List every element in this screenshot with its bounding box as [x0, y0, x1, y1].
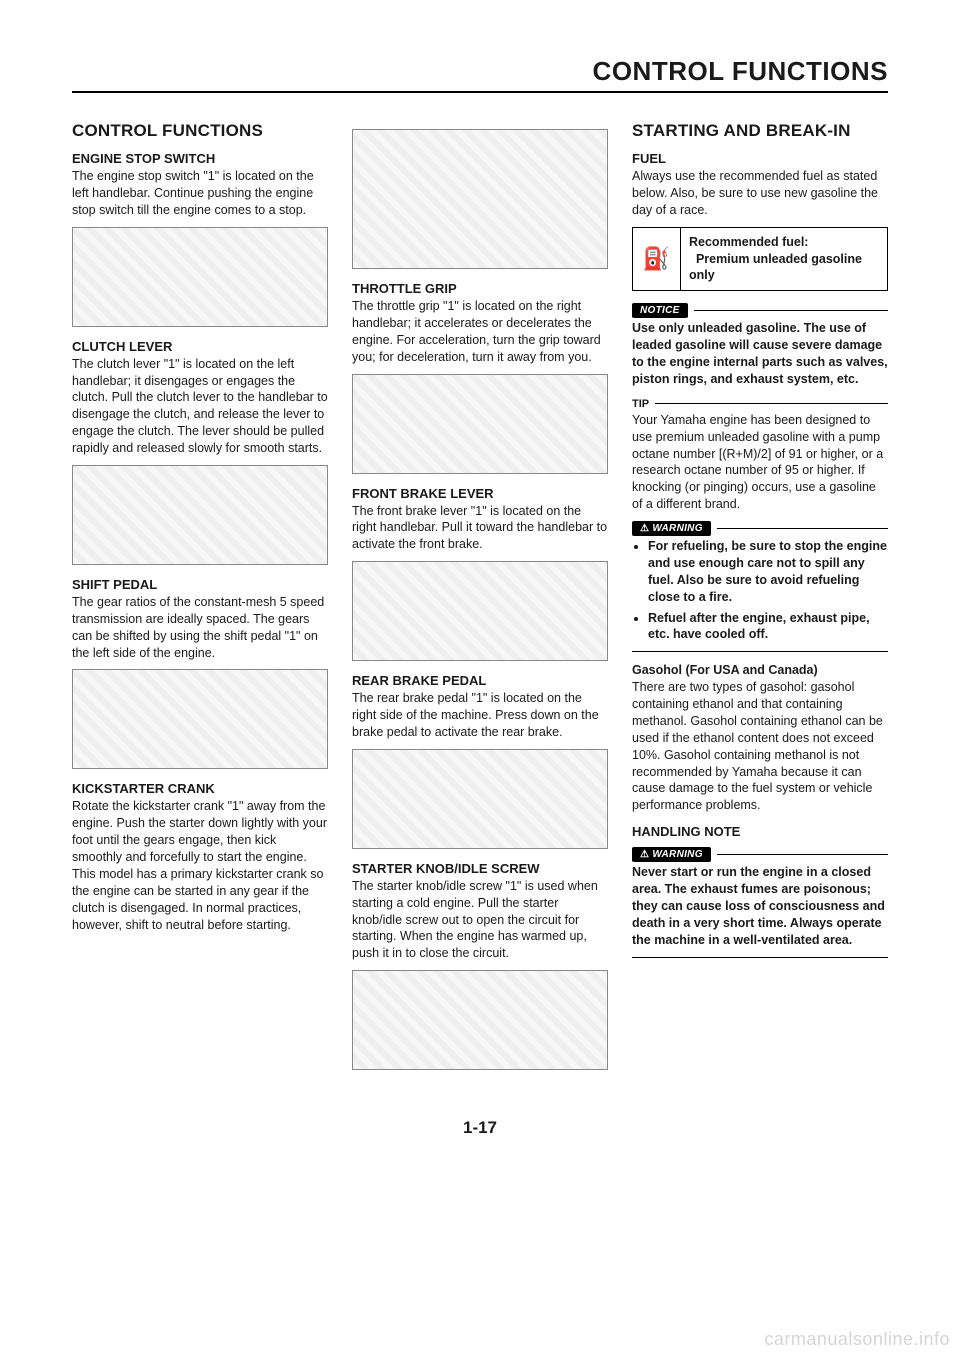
- section-title: CONTROL FUNCTIONS: [72, 121, 328, 141]
- warning1-list: For refueling, be sure to stop the engin…: [632, 538, 888, 643]
- watermark: carmanualsonline.info: [764, 1329, 950, 1350]
- body-engine-stop: The engine stop switch "1" is located on…: [72, 168, 328, 219]
- notice-line: [694, 310, 888, 311]
- heading-shift: SHIFT PEDAL: [72, 577, 328, 592]
- gasohol-heading: Gasohol (For USA and Canada): [632, 663, 818, 677]
- notice-body: Use only unleaded gasoline. The use of l…: [632, 320, 888, 388]
- body-fuel-intro: Always use the recommended fuel as state…: [632, 168, 888, 219]
- warning2-end-rule: [632, 957, 888, 958]
- heading-kick: KICKSTARTER CRANK: [72, 781, 328, 796]
- handling-heading: HANDLING NOTE: [632, 824, 888, 839]
- header-rule: [72, 91, 888, 93]
- fuel-box-text: Recommended fuel: Premium unleaded gasol…: [681, 228, 887, 291]
- warning1-line: [717, 528, 888, 529]
- body-shift: The gear ratios of the constant-mesh 5 s…: [72, 594, 328, 662]
- body-throttle: The throttle grip "1" is located on the …: [352, 298, 608, 366]
- fuel-box-label: Recommended fuel:: [689, 235, 808, 249]
- figure-clutch: [72, 465, 328, 565]
- figure-front-brake: [352, 561, 608, 661]
- warning1-label: WARNING: [632, 521, 711, 536]
- heading-throttle: THROTTLE GRIP: [352, 281, 608, 296]
- warning2-body: Never start or run the engine in a close…: [632, 864, 888, 948]
- heading-front-brake: FRONT BRAKE LEVER: [352, 486, 608, 501]
- tip-label: TIP: [632, 398, 649, 410]
- heading-fuel: FUEL: [632, 151, 888, 166]
- warning2-label: WARNING: [632, 847, 711, 862]
- figure-throttle-top: [352, 129, 608, 269]
- gasohol-block: Gasohol (For USA and Canada) There are t…: [632, 662, 888, 814]
- notice-label: NOTICE: [632, 303, 688, 318]
- body-kick: Rotate the kickstarter crank "1" away fr…: [72, 798, 328, 933]
- figure-throttle: [352, 374, 608, 474]
- body-starter: The starter knob/idle screw "1" is used …: [352, 878, 608, 962]
- warning2-line: [717, 854, 888, 855]
- column-1: CONTROL FUNCTIONS ENGINE STOP SWITCH The…: [72, 121, 328, 1082]
- heading-starter: STARTER KNOB/IDLE SCREW: [352, 861, 608, 876]
- body-clutch: The clutch lever "1" is located on the l…: [72, 356, 328, 457]
- warning2-row: WARNING: [632, 847, 888, 862]
- warning1-item-2: Refuel after the engine, exhaust pipe, e…: [648, 610, 888, 644]
- warning1-end-rule: [632, 651, 888, 652]
- tip-body: Your Yamaha engine has been designed to …: [632, 412, 888, 513]
- gasohol-body: There are two types of gasohol: gasohol …: [632, 680, 883, 812]
- page-header: CONTROL FUNCTIONS: [72, 56, 888, 87]
- tip-row: TIP: [632, 398, 888, 410]
- figure-engine-stop: [72, 227, 328, 327]
- section-title-breakin: STARTING AND BREAK-IN: [632, 121, 888, 141]
- column-3: STARTING AND BREAK-IN FUEL Always use th…: [632, 121, 888, 1082]
- figure-rear-brake: [352, 749, 608, 849]
- content-columns: CONTROL FUNCTIONS ENGINE STOP SWITCH The…: [72, 121, 888, 1082]
- fuel-pump-icon: ⛽: [633, 228, 681, 291]
- tip-line: [655, 403, 888, 404]
- warning1-row: WARNING: [632, 521, 888, 536]
- heading-clutch: CLUTCH LEVER: [72, 339, 328, 354]
- page-number: 1-17: [72, 1118, 888, 1138]
- column-2: THROTTLE GRIP The throttle grip "1" is l…: [352, 121, 608, 1082]
- warning1-item-1: For refueling, be sure to stop the engin…: [648, 538, 888, 606]
- notice-row: NOTICE: [632, 303, 888, 318]
- figure-starter: [352, 970, 608, 1070]
- body-rear-brake: The rear brake pedal "1" is located on t…: [352, 690, 608, 741]
- recommended-fuel-box: ⛽ Recommended fuel: Premium unleaded gas…: [632, 227, 888, 292]
- body-front-brake: The front brake lever "1" is located on …: [352, 503, 608, 554]
- heading-rear-brake: REAR BRAKE PEDAL: [352, 673, 608, 688]
- fuel-box-value: Premium unleaded gasoline only: [689, 252, 862, 283]
- figure-shift: [72, 669, 328, 769]
- heading-engine-stop: ENGINE STOP SWITCH: [72, 151, 328, 166]
